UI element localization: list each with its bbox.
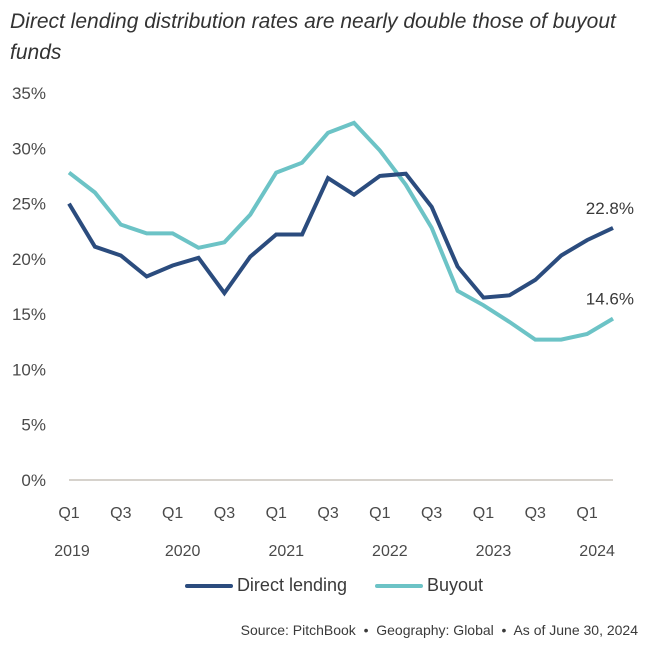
legend-item-direct-lending[interactable]: Direct lending — [184, 575, 347, 596]
legend: Direct lending Buyout — [0, 575, 668, 596]
x-tick-year: 2023 — [476, 543, 512, 560]
x-tick-quarter: Q3 — [110, 505, 131, 522]
x-tick-quarter: Q1 — [58, 505, 79, 522]
y-tick-label: 0% — [21, 471, 46, 490]
legend-swatch-direct-lending — [184, 583, 233, 588]
y-tick-label: 30% — [12, 139, 46, 158]
y-tick-label: 35% — [12, 84, 46, 103]
y-tick-label: 5% — [21, 416, 46, 435]
chart-title: Direct lending distribution rates are ne… — [10, 10, 616, 64]
end-label-direct-lending: 22.8% — [586, 199, 634, 218]
legend-label-direct-lending: Direct lending — [236, 575, 347, 595]
x-tick-quarter: Q1 — [369, 505, 390, 522]
y-tick-label: 20% — [12, 250, 46, 269]
y-tick-label: 25% — [12, 195, 46, 214]
y-axis-ticks: 0% 5% 10% 15% 20% 25% 30% 35% — [12, 84, 46, 490]
series-lines — [67, 120, 615, 342]
legend-item-buyout[interactable]: Buyout — [375, 575, 483, 596]
x-tick-quarter: Q3 — [317, 505, 338, 522]
legend-label-buyout: Buyout — [427, 575, 484, 595]
x-tick-quarter: Q1 — [266, 505, 287, 522]
x-tick-quarter: Q1 — [162, 505, 183, 522]
x-tick-quarter: Q3 — [421, 505, 442, 522]
x-tick-quarter: Q3 — [214, 505, 235, 522]
x-tick-year: 2019 — [54, 543, 90, 560]
x-tick-year: 2020 — [165, 543, 201, 560]
x-tick-year: 2024 — [579, 543, 615, 560]
series-line-direct-lending — [67, 171, 614, 300]
series-line-buyout — [67, 120, 615, 342]
x-tick-quarter: Q1 — [473, 505, 494, 522]
legend-swatch-buyout — [375, 583, 423, 588]
x-tick-quarter: Q1 — [576, 505, 597, 522]
end-label-buyout: 14.6% — [586, 290, 634, 309]
x-tick-year: 2022 — [372, 543, 408, 560]
x-tick-year: 2021 — [268, 543, 304, 560]
source-note: Source: PitchBook • Geography: Global • … — [240, 622, 638, 638]
y-tick-label: 10% — [12, 360, 46, 379]
x-tick-quarter: Q3 — [525, 505, 546, 522]
end-labels: 14.6% 22.8% — [586, 199, 634, 309]
y-tick-label: 15% — [12, 305, 46, 324]
x-axis-ticks: Q1 2019 Q3 Q1 2020 Q3 Q1 2021 Q3 Q1 2022 Q3 Q1 2023 Q3… — [54, 505, 615, 560]
